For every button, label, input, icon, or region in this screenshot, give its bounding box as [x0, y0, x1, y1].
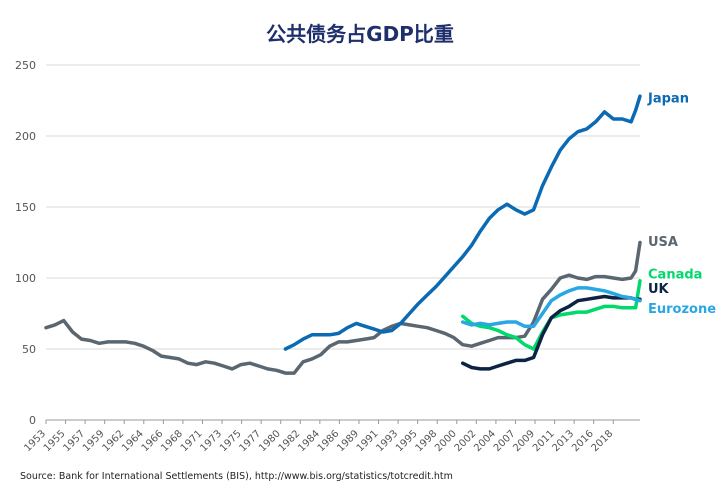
- y-tick-label: 100: [15, 272, 36, 285]
- chart-title: 公共债务占GDP比重: [266, 22, 454, 46]
- x-tick-label: 1991: [355, 428, 381, 454]
- series-label-uk: UK: [648, 282, 670, 297]
- x-tick-label: 1980: [257, 428, 283, 454]
- series-label-usa: USA: [648, 235, 678, 250]
- x-tick-label: 1953: [22, 428, 48, 454]
- x-tick-label: 1955: [42, 428, 68, 454]
- x-tick-label: 1995: [394, 428, 420, 454]
- x-tick-label: 1957: [61, 428, 87, 454]
- x-tick-label: 1998: [414, 428, 440, 454]
- series-label-eurozone: Eurozone: [648, 302, 716, 317]
- source-note: Source: Bank for International Settlemen…: [20, 471, 453, 482]
- x-tick-label: 1962: [101, 428, 127, 454]
- x-tick-label: 1975: [218, 428, 244, 454]
- x-tick-label: 2000: [433, 428, 459, 454]
- series-label-canada: Canada: [648, 268, 702, 283]
- x-tick-label: 1968: [159, 428, 185, 454]
- x-axis: 1953195519571959196219641966196819711973…: [22, 420, 615, 454]
- x-tick-label: 1973: [198, 428, 224, 454]
- x-tick-label: 1984: [296, 428, 322, 454]
- series-line-usa: [44, 240, 642, 375]
- y-tick-label: 50: [22, 343, 36, 356]
- y-tick-label: 0: [29, 414, 36, 427]
- y-tick-label: 200: [15, 130, 36, 143]
- x-tick-label: 1982: [277, 428, 303, 454]
- series-label-japan: Japan: [647, 92, 689, 107]
- x-tick-label: 2013: [550, 428, 576, 454]
- x-tick-label: 2004: [472, 428, 498, 454]
- x-tick-label: 1959: [81, 428, 107, 454]
- series-line-uk: [460, 294, 642, 371]
- x-tick-label: 2016: [570, 428, 596, 454]
- x-tick-label: 1993: [374, 428, 400, 454]
- grid-lines: [46, 64, 640, 421]
- y-tick-label: 150: [15, 201, 36, 214]
- series-lines: [44, 94, 642, 375]
- x-tick-label: 1986: [316, 428, 342, 454]
- x-tick-label: 2002: [453, 428, 479, 454]
- x-tick-label: 1989: [335, 428, 361, 454]
- x-tick-label: 1966: [140, 428, 166, 454]
- series-line-eurozone: [460, 286, 642, 329]
- x-tick-label: 2018: [590, 428, 616, 454]
- y-tick-label: 250: [15, 59, 36, 72]
- x-tick-label: 1964: [120, 428, 146, 454]
- x-tick-label: 2011: [531, 428, 557, 454]
- x-tick-label: 2007: [492, 428, 518, 454]
- x-tick-label: 2009: [511, 428, 537, 454]
- y-axis-ticks: 0 50 100 150 200 250: [15, 59, 36, 427]
- series-line-japan: [283, 94, 642, 351]
- x-tick-label: 1977: [238, 428, 264, 454]
- x-tick-label: 1971: [179, 428, 205, 454]
